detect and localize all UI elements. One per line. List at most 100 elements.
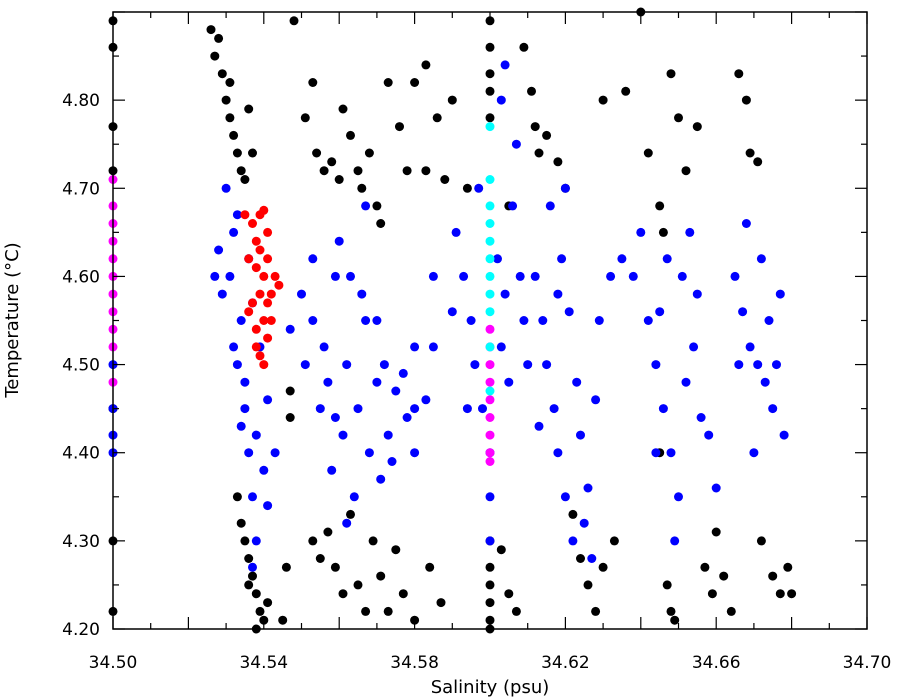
- data-point-s2-21: [263, 254, 273, 264]
- data-point-s0-73: [485, 69, 495, 79]
- data-point-s1-112: [696, 413, 706, 422]
- data-point-s0-66: [391, 545, 401, 555]
- data-point-s1-93: [545, 201, 555, 211]
- data-point-s0-63: [368, 536, 378, 546]
- data-point-s3-18: [485, 448, 495, 458]
- data-point-s1-60: [451, 227, 461, 237]
- data-point-s0-56: [315, 554, 325, 563]
- data-point-s1-25: [297, 289, 306, 299]
- data-point-s0-99: [643, 148, 653, 158]
- data-point-s1-11: [229, 342, 239, 352]
- data-point-s1-46: [357, 289, 367, 299]
- data-point-s0-10: [221, 95, 231, 105]
- data-point-s0-109: [719, 571, 729, 581]
- data-point-s1-10: [217, 289, 227, 299]
- data-point-s1-54: [308, 254, 318, 264]
- data-point-s1-133: [749, 448, 759, 458]
- data-point-s0-19: [248, 148, 257, 158]
- data-point-s1-29: [342, 360, 352, 370]
- data-point-s0-111: [734, 69, 744, 79]
- data-point-s2-17: [263, 227, 273, 237]
- data-point-s1-49: [323, 377, 333, 387]
- data-point-s2-6: [255, 289, 265, 299]
- data-point-s0-31: [278, 615, 288, 625]
- y-axis-title: Temperature (°C): [2, 242, 23, 398]
- data-point-s1-72: [504, 377, 514, 387]
- data-point-s1-82: [542, 360, 552, 370]
- data-point-s1-41: [349, 492, 359, 502]
- data-point-s0-8: [210, 51, 220, 61]
- data-point-s0-69: [425, 562, 435, 572]
- data-point-s1-48: [300, 360, 310, 370]
- data-point-s1-134: [775, 289, 785, 299]
- data-point-s0-118: [783, 562, 793, 572]
- data-point-s1-94: [523, 360, 533, 370]
- data-point-s0-91: [568, 509, 578, 519]
- data-point-s0-49: [402, 166, 412, 176]
- data-point-s1-62: [466, 316, 476, 325]
- data-point-s1-79: [519, 316, 529, 325]
- data-point-s1-1: [229, 227, 239, 237]
- data-point-s0-52: [432, 113, 442, 123]
- y-tick-label-0: 4.20: [62, 620, 100, 640]
- data-point-s0-20: [232, 492, 242, 502]
- data-point-s0-60: [346, 509, 355, 519]
- data-point-s4-6: [485, 271, 495, 281]
- data-point-s0-32: [281, 562, 291, 572]
- data-point-s2-7: [263, 298, 273, 308]
- data-point-s1-27: [319, 342, 329, 352]
- data-point-s4-0: [485, 122, 495, 132]
- data-point-s1-122: [730, 271, 740, 281]
- data-point-s1-34: [391, 386, 401, 396]
- data-point-s1-31: [361, 316, 371, 325]
- data-point-s1-70: [500, 289, 510, 299]
- data-point-s0-34: [300, 113, 310, 123]
- data-point-s0-100: [655, 201, 665, 211]
- data-point-s3-19: [485, 457, 495, 466]
- data-point-s0-13: [232, 148, 242, 158]
- data-point-s0-45: [372, 201, 382, 211]
- data-point-s1-77: [447, 307, 457, 317]
- data-point-s1-30: [353, 404, 363, 414]
- data-point-s1-120: [711, 483, 721, 493]
- data-point-s1-87: [557, 254, 567, 264]
- data-point-s1-32: [372, 377, 382, 387]
- data-point-s1-19: [214, 245, 224, 255]
- data-point-s0-87: [534, 148, 544, 158]
- data-point-s2-19: [266, 316, 276, 325]
- data-point-s1-126: [760, 377, 770, 387]
- data-point-s0-107: [707, 589, 717, 599]
- data-point-s4-7: [485, 289, 495, 299]
- data-point-s2-22: [274, 280, 284, 290]
- data-point-s0-128: [285, 386, 295, 396]
- data-point-s0-119: [787, 589, 797, 599]
- data-point-s2-8: [259, 316, 269, 325]
- data-point-s0-39: [334, 175, 344, 184]
- data-point-s0-85: [519, 42, 529, 52]
- data-point-s0-77: [485, 562, 495, 572]
- data-point-s1-74: [508, 201, 518, 211]
- x-tick-labels: 34.50 34.54 34.58 34.62 34.66 34.70: [89, 653, 892, 673]
- data-point-s0-9: [217, 69, 227, 79]
- data-point-s1-39: [327, 465, 337, 475]
- data-point-s1-92: [587, 554, 597, 563]
- data-point-s2-5: [259, 271, 269, 281]
- data-point-s0-102: [666, 69, 676, 79]
- data-point-s1-132: [779, 430, 789, 440]
- data-point-s2-2: [251, 236, 261, 246]
- data-point-s0-104: [681, 166, 691, 176]
- data-point-s1-84: [553, 448, 563, 458]
- data-point-s0-28: [263, 598, 273, 608]
- data-point-s1-14: [259, 465, 269, 475]
- data-point-s1-38: [315, 404, 325, 414]
- data-point-s1-71: [496, 342, 506, 352]
- data-point-s0-7: [206, 25, 216, 35]
- data-point-s0-51: [421, 60, 431, 70]
- data-point-s1-95: [534, 421, 544, 431]
- data-point-s0-25: [251, 589, 261, 599]
- data-point-s0-14: [236, 166, 246, 176]
- data-point-s1-89: [572, 377, 582, 387]
- data-point-s0-57: [323, 527, 333, 537]
- data-point-s2-0: [240, 210, 250, 220]
